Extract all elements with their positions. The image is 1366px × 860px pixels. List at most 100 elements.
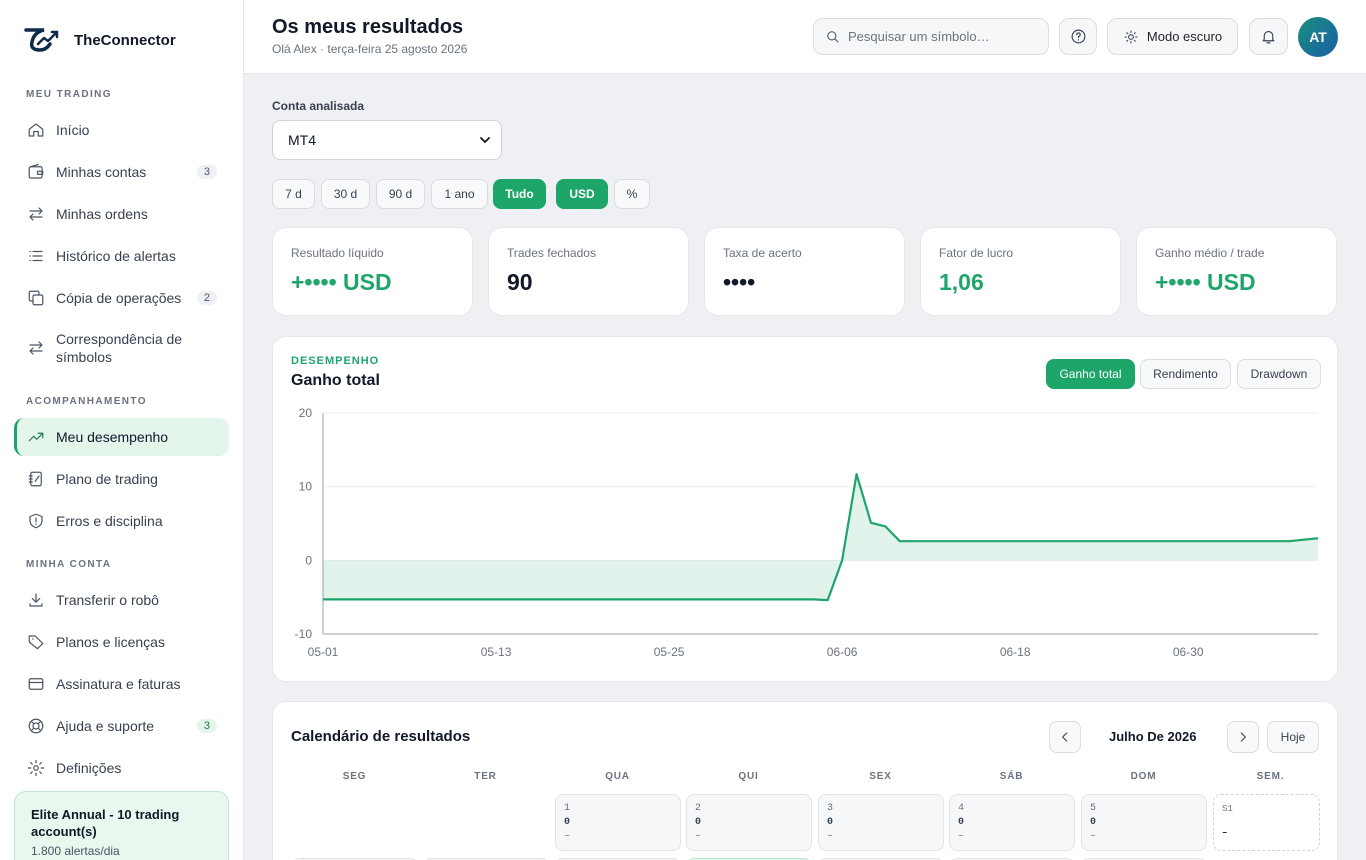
chevron-right-icon	[1240, 732, 1246, 742]
stat-card-win-rate: Taxa de acerto ••••	[704, 227, 905, 316]
day-number: 3	[827, 803, 834, 814]
sidebar-item-label: Histórico de alertas	[56, 248, 176, 264]
day-extra: –	[695, 831, 702, 842]
x-tick-label: 06-18	[1000, 645, 1031, 659]
stat-card-avg-gain: Ganho médio / trade +•••• USD	[1136, 227, 1337, 316]
section-title-account: MINHA CONTA	[26, 559, 112, 570]
sidebar-item-label: Definições	[56, 760, 122, 776]
plan-card[interactable]: Elite Annual - 10 trading account(s) 1.8…	[14, 791, 229, 860]
today-button[interactable]: Hoje	[1267, 721, 1319, 753]
sidebar-item-alertas[interactable]: Histórico de alertas	[14, 237, 229, 275]
day-extra: –	[564, 831, 571, 842]
calendar-day[interactable]: 2 0 –	[686, 794, 812, 851]
next-month-button[interactable]	[1227, 721, 1259, 753]
x-tick-label: 05-13	[481, 645, 512, 659]
y-tick-label: -10	[295, 627, 313, 641]
day-value: 0	[695, 817, 702, 828]
page-title: Os meus resultados	[272, 16, 464, 38]
sidebar-item-ajuda[interactable]: Ajuda e suporte 3	[14, 707, 229, 745]
period-chip-90d[interactable]: 90 d	[376, 179, 425, 209]
period-chip-7d[interactable]: 7 d	[272, 179, 315, 209]
avatar[interactable]: AT	[1298, 17, 1338, 57]
sidebar-item-label: Meu desempenho	[56, 429, 169, 445]
stat-value: +•••• USD	[291, 269, 392, 295]
calendar-day[interactable]: 5 0 –	[1081, 794, 1207, 851]
sidebar-item-copia[interactable]: Cópia de operações 2	[14, 279, 229, 317]
sidebar-item-planos[interactable]: Planos e licenças	[14, 623, 229, 661]
page-subtitle: Olá Alex · terça-feira 25 agosto 2026	[272, 42, 468, 56]
sidebar-item-definicoes[interactable]: Definições	[14, 749, 229, 787]
y-tick-label: 10	[299, 480, 313, 494]
sidebar-item-erros[interactable]: Erros e disciplina	[14, 502, 229, 540]
sidebar-item-label: Planos e licenças	[56, 634, 165, 650]
performance-eyebrow: DESEMPENHO	[291, 355, 380, 367]
performance-card: DESEMPENHO Ganho total Ganho total Rendi…	[272, 336, 1338, 682]
x-tick-label: 05-01	[308, 645, 339, 659]
stat-card-net-result: Resultado líquido +•••• USD	[272, 227, 473, 316]
wallet-icon	[26, 162, 46, 182]
period-chip-1ano[interactable]: 1 ano	[431, 179, 488, 209]
chevron-left-icon	[1062, 732, 1068, 742]
sidebar-item-label: Início	[56, 122, 90, 138]
day-number: 5	[1090, 803, 1097, 814]
day-extra: –	[958, 831, 965, 842]
credit-card-icon	[26, 674, 46, 694]
day-number: 2	[695, 803, 702, 814]
brand[interactable]: TheConnector	[24, 26, 176, 54]
sidebar-item-label: Ajuda e suporte	[56, 718, 155, 734]
day-value: 0	[1090, 817, 1097, 828]
sidebar-item-inicio[interactable]: Início	[14, 111, 229, 149]
dark-mode-button[interactable]: Modo escuro	[1107, 18, 1238, 55]
period-chip-tudo[interactable]: Tudo	[493, 179, 546, 209]
notifications-button[interactable]	[1249, 18, 1288, 55]
sidebar-item-label: Assinatura e faturas	[56, 676, 181, 692]
sidebar-item-contas[interactable]: Minhas contas 3	[14, 153, 229, 191]
sidebar-item-transferir[interactable]: Transferir o robô	[14, 581, 229, 619]
help-icon	[1071, 29, 1085, 44]
sidebar-item-label: Correspondência de símbolos	[56, 331, 183, 365]
day-number: 1	[564, 803, 571, 814]
sidebar-item-assinatura[interactable]: Assinatura e faturas	[14, 665, 229, 703]
count-badge: 3	[196, 719, 217, 733]
series-area	[323, 474, 1318, 601]
sidebar-item-label: Minhas contas	[56, 164, 147, 180]
calendar-day[interactable]: 4 0 –	[949, 794, 1075, 851]
tab-drawdown[interactable]: Drawdown	[1237, 359, 1321, 389]
sidebar-item-label: Plano de trading	[56, 471, 158, 487]
stat-label: Trades fechados	[507, 246, 596, 260]
lifebuoy-icon	[26, 716, 46, 736]
plan-title: Elite Annual - 10 trading account(s)	[31, 807, 180, 839]
help-button[interactable]	[1059, 18, 1097, 55]
tab-ganho-total[interactable]: Ganho total	[1046, 359, 1135, 389]
weekday-label: SÁB	[999, 771, 1024, 782]
weekday-label: TER	[474, 771, 497, 782]
list-icon	[26, 246, 46, 266]
stat-card-closed-trades: Trades fechados 90	[488, 227, 689, 316]
download-icon	[26, 590, 46, 610]
brand-name: TheConnector	[74, 31, 176, 49]
sidebar-item-desempenho[interactable]: Meu desempenho	[14, 418, 229, 456]
unit-chip-usd[interactable]: USD	[556, 179, 608, 209]
tag-icon	[26, 632, 46, 652]
calendar-month: Julho De 2026	[1109, 729, 1197, 744]
sidebar-item-ordens[interactable]: Minhas ordens	[14, 195, 229, 233]
sidebar-item-plano[interactable]: Plano de trading	[14, 460, 229, 498]
account-select[interactable]: MT4	[272, 120, 502, 160]
search-input[interactable]: Pesquisar um símbolo…	[813, 18, 1049, 55]
calendar-day[interactable]: 3 0 –	[818, 794, 944, 851]
arrows-swap-icon	[26, 204, 46, 224]
calendar-day[interactable]: 1 0 –	[555, 794, 681, 851]
unit-chip-percent[interactable]: %	[614, 179, 650, 209]
sidebar-item-simbolos[interactable]: Correspondência de símbolos	[14, 323, 229, 373]
weekday-label: SEX	[869, 771, 892, 782]
sun-icon	[1124, 29, 1138, 44]
prev-month-button[interactable]	[1049, 721, 1081, 753]
stat-value: +•••• USD	[1155, 269, 1256, 295]
account-select-label: Conta analisada	[272, 99, 365, 113]
sidebar-item-label: Transferir o robô	[56, 592, 159, 608]
calendar-card: Calendário de resultados Julho De 2026 H…	[272, 701, 1338, 860]
period-chip-30d[interactable]: 30 d	[321, 179, 370, 209]
tab-rendimento[interactable]: Rendimento	[1140, 359, 1231, 389]
logo-icon	[24, 28, 59, 52]
x-tick-label: 06-06	[827, 645, 858, 659]
